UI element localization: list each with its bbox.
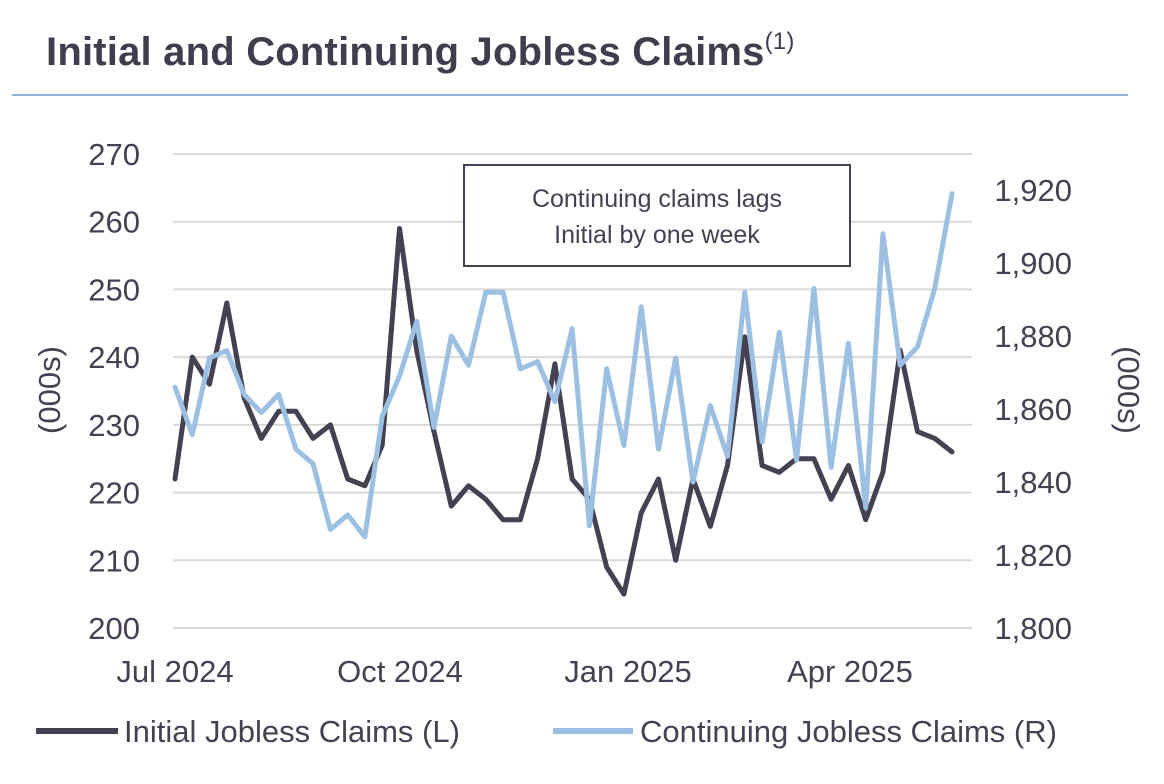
left-tick-label: 270	[88, 137, 140, 172]
title-divider	[12, 94, 1128, 96]
chart-title: Initial and Continuing Jobless Claims(1)	[46, 28, 795, 74]
series-lines	[172, 191, 955, 597]
right-tick-label: 1,880	[994, 319, 1072, 354]
x-tick-label: Jul 2024	[116, 654, 233, 689]
title-footnote: (1)	[764, 28, 795, 55]
annotation-line-1: Continuing claims lags	[532, 185, 782, 213]
right-axis-label: (000s)	[1111, 346, 1146, 434]
right-tick-label: 1,840	[994, 465, 1072, 500]
left-tick-label: 250	[88, 272, 140, 307]
left-tick-label: 240	[88, 340, 140, 375]
annotation-box: Continuing claims lags Initial by one we…	[463, 164, 851, 267]
x-axis-ticks: Jul 2024 Oct 2024 Jan 2025 Apr 2025	[116, 654, 913, 689]
legend: Initial Jobless Claims (L) Continuing Jo…	[36, 714, 1057, 749]
right-tick-label: 1,820	[994, 538, 1072, 573]
series-line-continuing	[172, 191, 955, 540]
x-tick-label: Apr 2025	[787, 654, 913, 689]
left-tick-label: 260	[88, 205, 140, 240]
left-tick-label: 200	[88, 611, 140, 646]
left-axis-ticks: 200 210 220 230 240 250 260 270	[88, 137, 140, 646]
left-tick-label: 220	[88, 476, 140, 511]
legend-label-continuing: Continuing Jobless Claims (R)	[640, 714, 1057, 749]
legend-label-initial: Initial Jobless Claims (L)	[124, 714, 460, 749]
x-tick-label: Jan 2025	[564, 654, 692, 689]
left-tick-label: 210	[88, 543, 140, 578]
right-tick-label: 1,800	[994, 611, 1072, 646]
right-tick-label: 1,860	[994, 392, 1072, 427]
series-line-initial	[172, 226, 955, 597]
right-axis-ticks: 1,800 1,820 1,840 1,860 1,880 1,900 1,920	[994, 173, 1072, 646]
left-axis-label: (000s)	[32, 346, 67, 434]
right-tick-label: 1,900	[994, 246, 1072, 281]
annotation-line-2: Initial by one week	[554, 221, 760, 249]
x-tick-label: Oct 2024	[337, 654, 463, 689]
right-tick-label: 1,920	[994, 173, 1072, 208]
left-tick-label: 230	[88, 408, 140, 443]
